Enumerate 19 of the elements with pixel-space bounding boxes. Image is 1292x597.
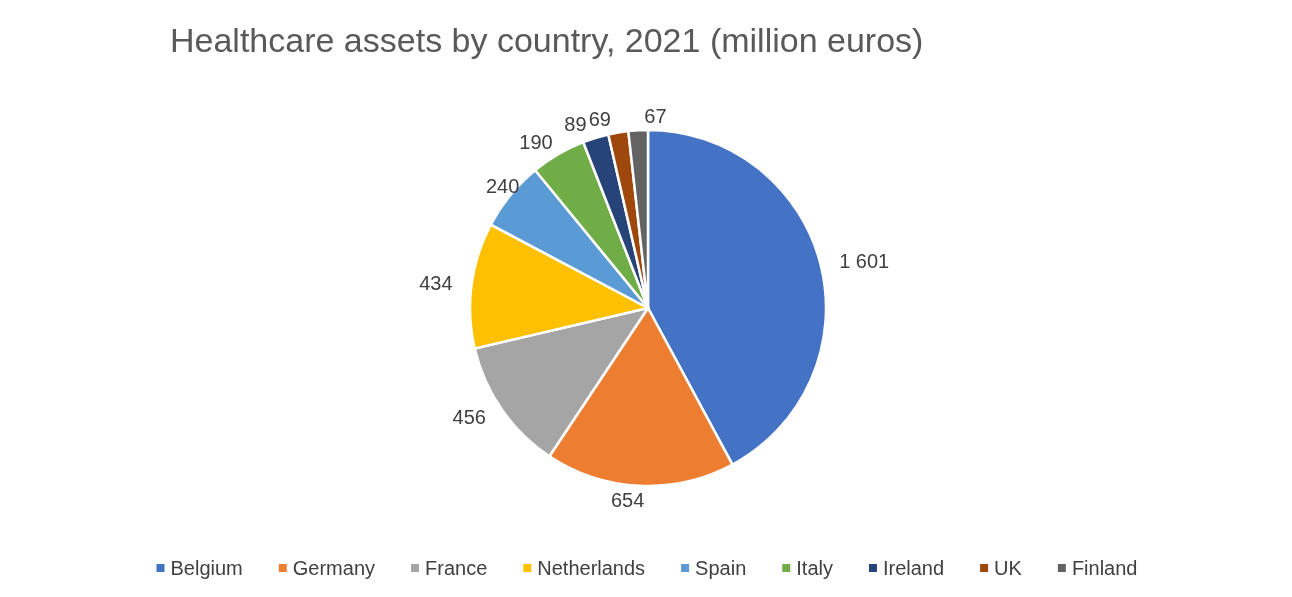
data-label: 89 — [564, 113, 587, 136]
legend-label: France — [425, 557, 488, 579]
data-label: 456 — [452, 406, 486, 429]
legend-label: Spain — [695, 557, 747, 579]
data-label: 67 — [644, 105, 667, 128]
data-label: 654 — [610, 488, 645, 511]
data-label: 69 — [588, 107, 611, 130]
data-label: 434 — [419, 272, 453, 295]
legend-label: Finland — [1071, 557, 1138, 579]
data-label: 1 601 — [839, 250, 890, 273]
legend-label: Ireland — [882, 557, 945, 579]
legend-label: Italy — [796, 557, 833, 579]
legend-label: Belgium — [170, 557, 243, 579]
data-label: 240 — [485, 175, 520, 198]
legend-label: UK — [994, 557, 1023, 579]
legend-label: Netherlands — [537, 557, 646, 579]
legend-label: Germany — [292, 557, 376, 579]
chart-title: Healthcare assets by country, 2021 (million euros) — [170, 21, 924, 59]
data-label: 190 — [519, 131, 553, 154]
